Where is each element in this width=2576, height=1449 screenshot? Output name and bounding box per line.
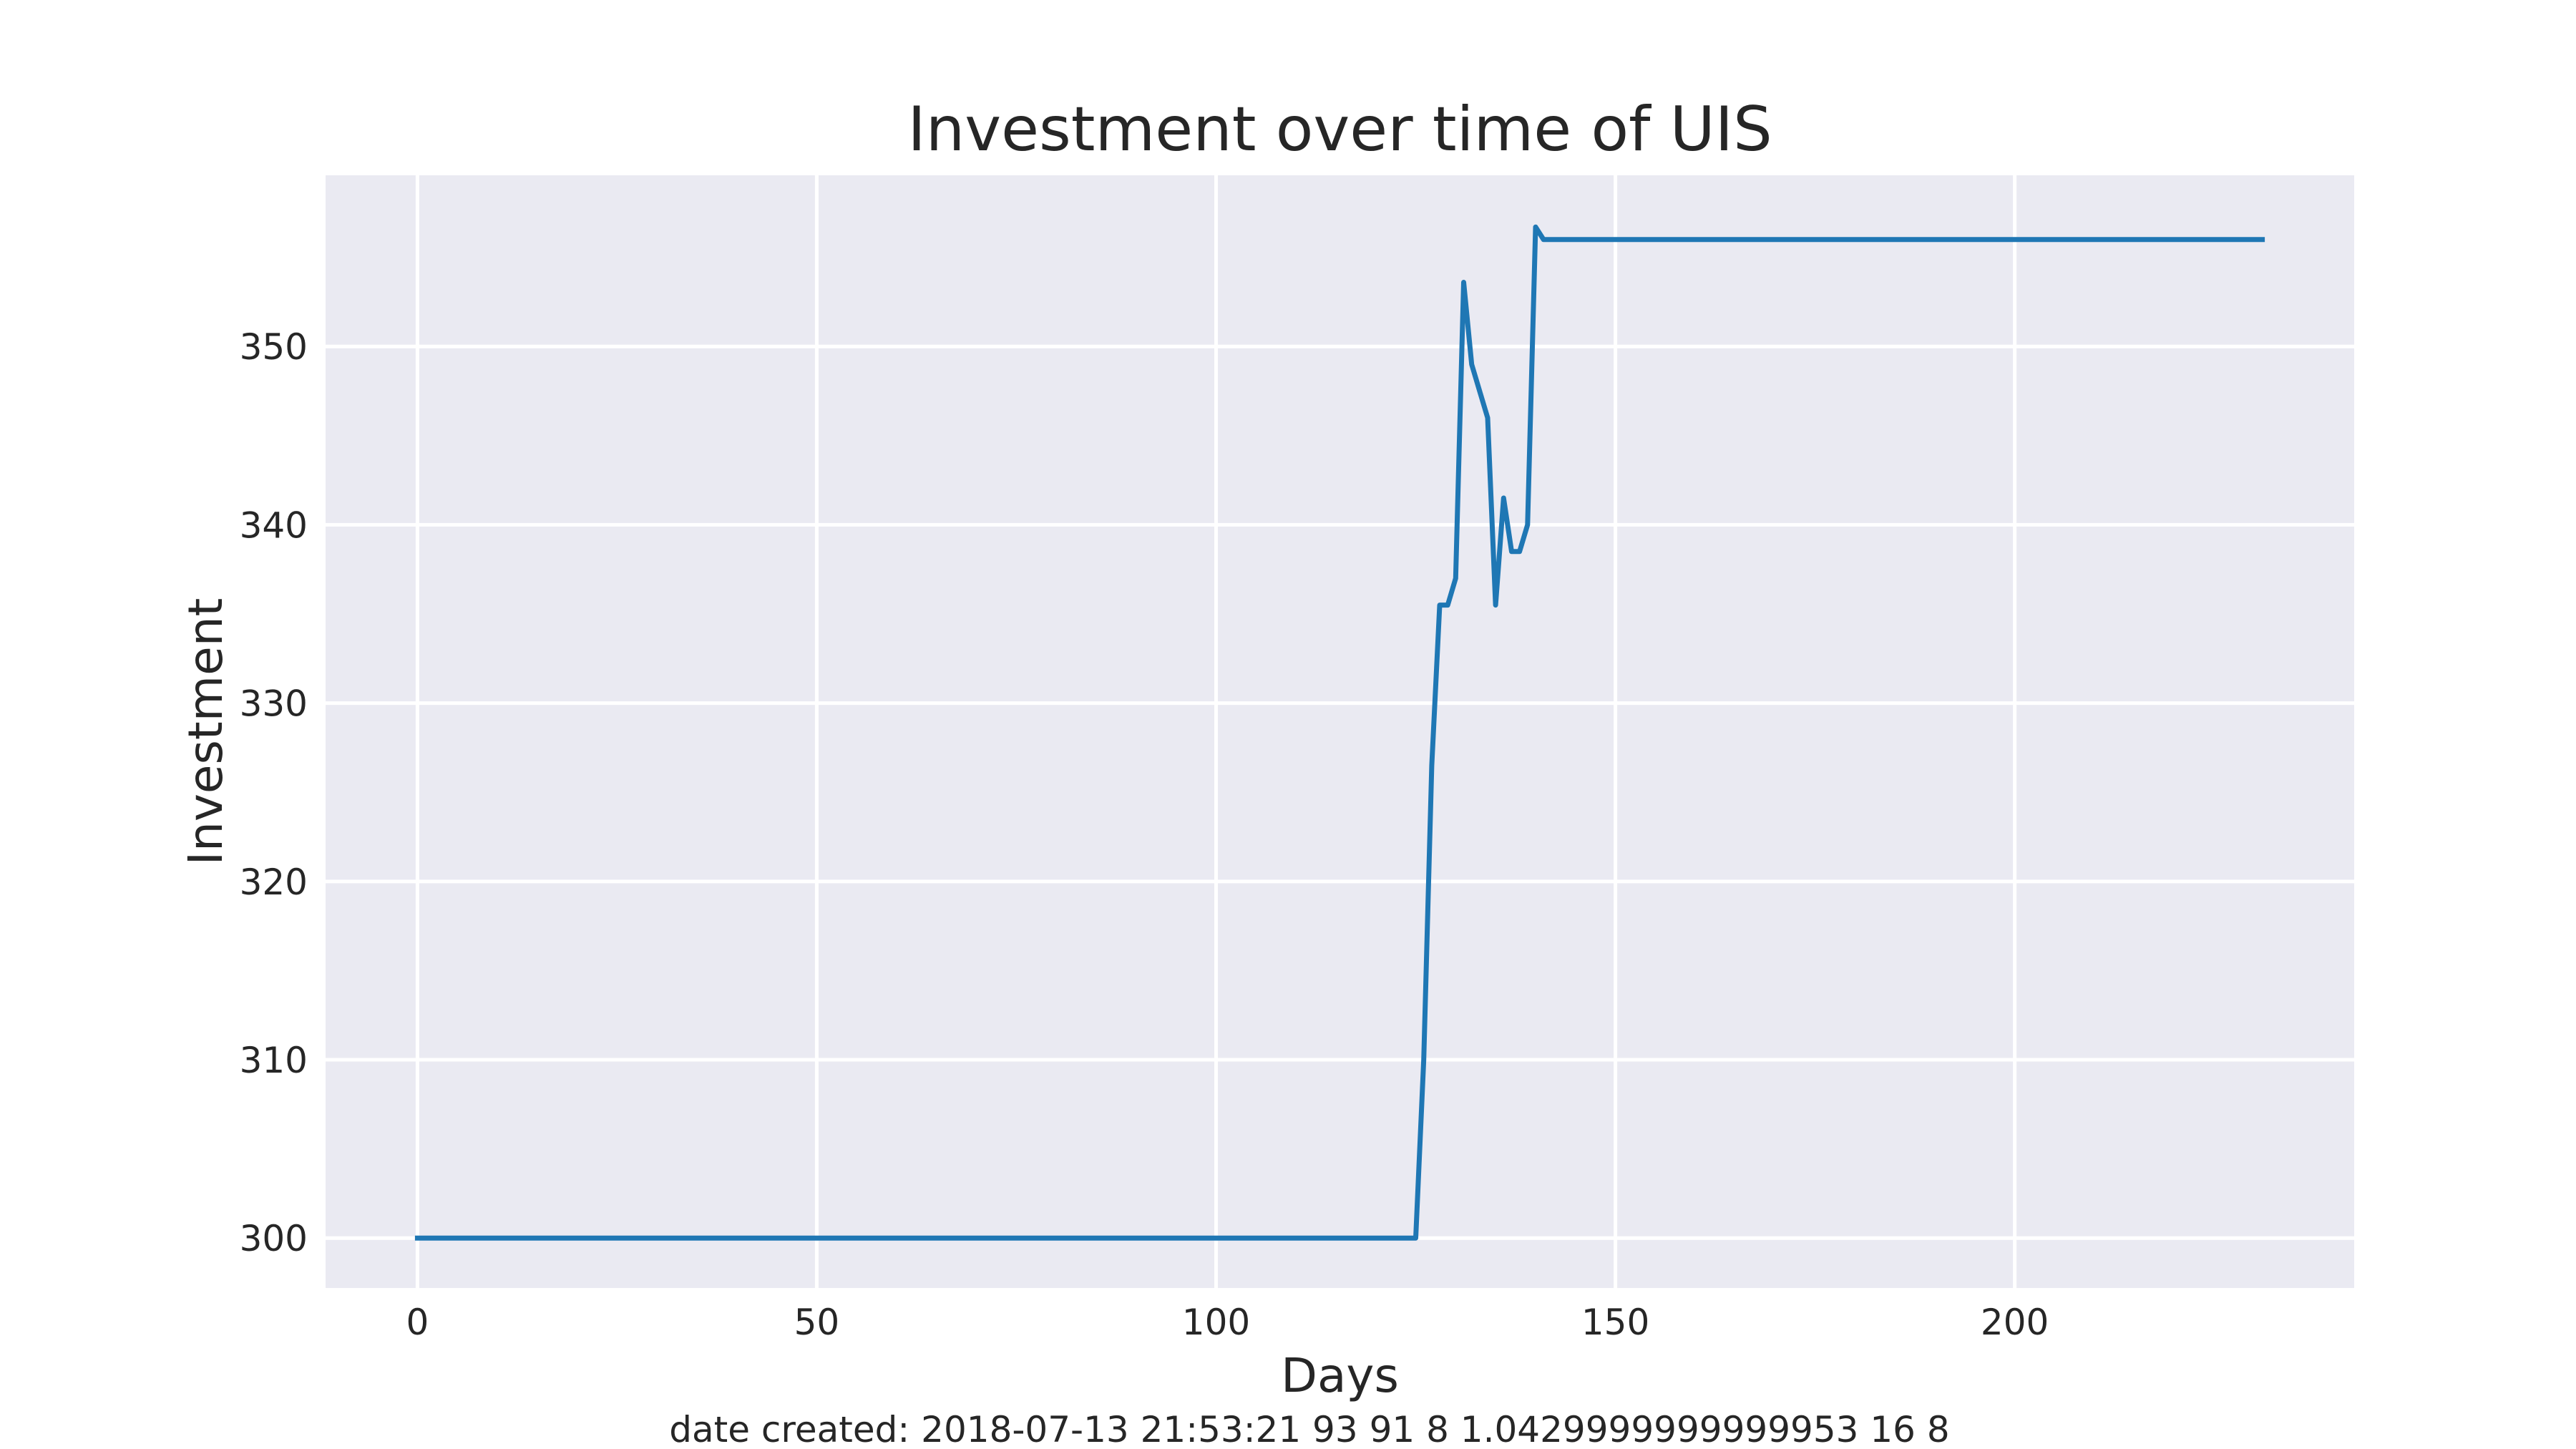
x-tick-label: 150 [1581,1302,1649,1343]
x-tick-label: 100 [1182,1302,1250,1343]
y-tick-label: 340 [240,504,308,546]
x-tick-label: 0 [406,1302,429,1343]
y-tick-label: 350 [240,326,308,368]
plot-area [326,175,2354,1288]
tick-labels: 0 50 100 150 200 300 310 320 330 340 350 [240,326,2049,1343]
y-axis-label: Investment [178,598,233,866]
y-tick-label: 320 [240,862,308,903]
x-tick-label: 200 [1981,1302,2049,1343]
x-tick-label: 50 [794,1302,840,1343]
series-layer [414,224,2265,1241]
investment-series-line [414,224,2265,1241]
date-created-caption: date created: 2018-07-13 21:53:21 93 91 … [669,1409,1949,1449]
y-tick-label: 310 [240,1040,308,1081]
chart-title: Investment over time of UIS [907,94,1772,165]
x-axis-label: Days [1281,1348,1399,1403]
y-tick-label: 330 [240,683,308,725]
y-tick-label: 300 [240,1218,308,1259]
